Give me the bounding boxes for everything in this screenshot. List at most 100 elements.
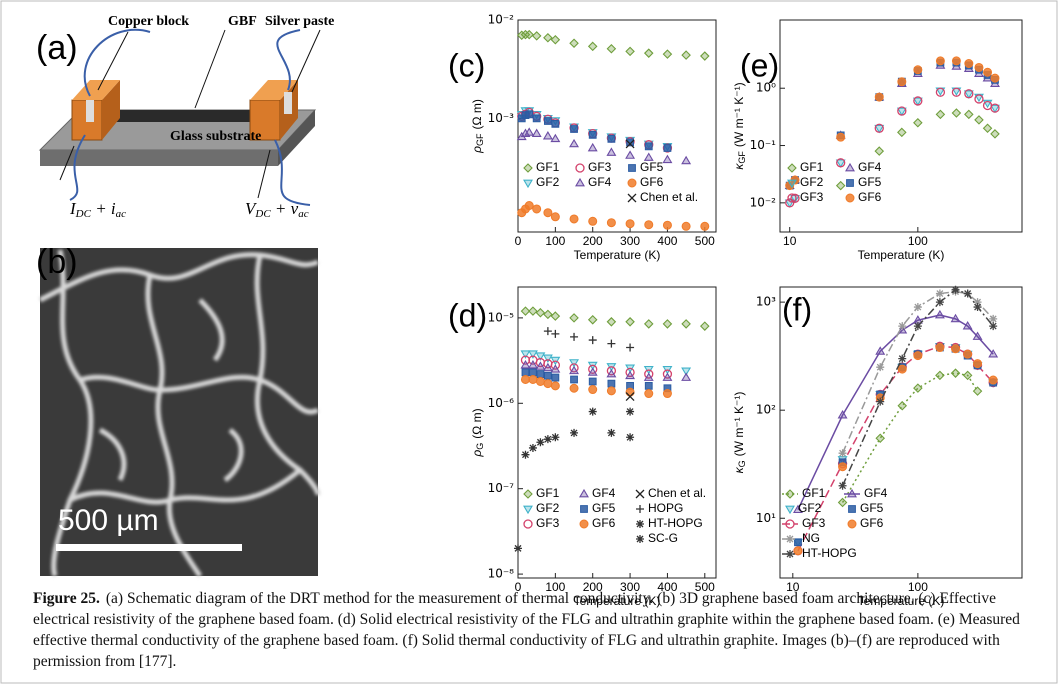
data-point [529, 368, 537, 377]
data-point [662, 372, 673, 381]
data-point [570, 125, 578, 133]
data-point [990, 103, 1000, 113]
data-point [551, 433, 560, 442]
legend-entry: GF2 [523, 175, 560, 189]
legend-label: GF6 [640, 175, 664, 189]
data-point [588, 130, 597, 139]
legend-label: GF3 [800, 190, 824, 204]
data-point [626, 407, 635, 416]
panel-label: (a) [36, 29, 78, 67]
legend-label: HOPG [648, 501, 683, 515]
data-point [913, 383, 923, 393]
data-point [625, 139, 635, 149]
data-point [681, 372, 692, 381]
data-point [535, 352, 546, 361]
data-point [935, 87, 946, 97]
legend-label: Chen et al. [640, 190, 698, 204]
legend-entry: GF3 [523, 516, 560, 530]
x-axis-label: Temperature (K) [858, 248, 945, 262]
data-point [569, 214, 579, 224]
data-point [951, 87, 962, 97]
y-tick-label: 10⁻⁸ [488, 567, 515, 581]
legend-label: GF2 [536, 175, 560, 189]
data-point [587, 367, 598, 376]
legend-marker [636, 535, 644, 543]
data-point [876, 363, 885, 372]
data-point [588, 216, 598, 226]
data-point [625, 370, 636, 380]
data-point [662, 49, 673, 59]
data-point [662, 389, 672, 399]
data-point [550, 212, 560, 222]
data-point [520, 306, 531, 316]
data-point [838, 449, 847, 458]
data-point [912, 97, 923, 107]
data-point [951, 285, 960, 294]
legend-entry: GF1 [523, 486, 560, 500]
data-point [962, 370, 973, 381]
data-point [588, 407, 597, 416]
data-point [606, 218, 616, 228]
legend-label: Chen et al. [648, 486, 706, 500]
data-point [874, 146, 885, 156]
wire [274, 29, 311, 206]
caption-label: Figure 25. [33, 590, 100, 607]
data-point [974, 62, 984, 72]
legend-marker [636, 505, 644, 513]
data-point [551, 119, 560, 128]
data-point [606, 368, 617, 378]
legend-entry: HT-HOPG [636, 516, 703, 530]
data-point [514, 544, 522, 553]
legend-entry: HT-HOPG [782, 546, 857, 560]
data-point [681, 221, 691, 231]
axes-frame [517, 19, 717, 233]
y-label-symbol: κ [732, 163, 746, 170]
x-tick-label: 300 [620, 234, 640, 248]
data-point [528, 374, 538, 384]
data-point [836, 158, 846, 168]
legend-entry: GF1 [523, 160, 560, 174]
annotation: Copper block [108, 14, 189, 29]
data-point [874, 123, 884, 133]
data-point [974, 115, 984, 125]
data-point [898, 322, 907, 331]
x-tick-label: 200 [583, 234, 603, 248]
legend-marker [785, 489, 795, 499]
x-tick-label: 400 [657, 234, 677, 248]
legend-marker [785, 519, 795, 529]
data-point [983, 67, 993, 77]
data-point [625, 219, 635, 229]
data-point [950, 313, 961, 323]
plot-area [514, 306, 710, 553]
y-label-subscript: G [475, 443, 485, 450]
data-point [626, 343, 635, 352]
data-point [962, 321, 973, 330]
legend-marker [523, 163, 533, 173]
data-point [964, 109, 974, 120]
legend-entry: GF1 [787, 160, 824, 174]
data-point [644, 389, 654, 399]
data-point [643, 152, 654, 161]
data-point [973, 303, 982, 312]
data-point [607, 339, 616, 348]
data-point [550, 311, 561, 321]
data-point [988, 375, 998, 385]
legend-marker [786, 535, 794, 543]
subscript: ac [298, 208, 309, 220]
data-point [532, 114, 541, 123]
plot-area [516, 29, 710, 231]
x-tick-label: 100 [908, 234, 928, 248]
symbol: V [245, 199, 258, 218]
data-point [587, 142, 598, 152]
data-point [543, 117, 552, 125]
data-point [588, 385, 598, 395]
data-point [874, 92, 884, 102]
data-point [897, 127, 907, 138]
data-point [550, 381, 560, 391]
data-point [835, 159, 846, 168]
voltage-label: VDC + vac [245, 199, 309, 220]
legend-entry: GF3 [575, 160, 612, 174]
legend-marker [579, 519, 589, 529]
legend-entry: Chen et al. [627, 190, 698, 204]
legend-entry: GF4 [575, 175, 612, 189]
